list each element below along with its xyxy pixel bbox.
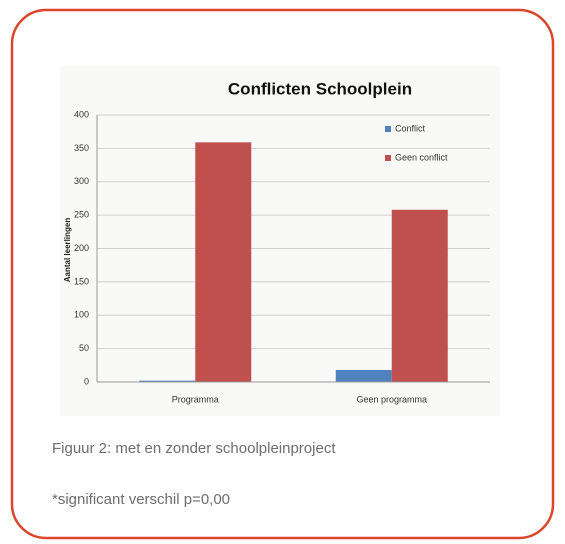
y-tick-label: 250 <box>74 210 89 220</box>
y-tick-label: 350 <box>74 143 89 153</box>
bar <box>195 142 252 382</box>
caption: Figuur 2: met en zonder schoolpleinproje… <box>52 440 336 457</box>
x-tick-label: Geen programma <box>356 394 427 404</box>
legend-label: Conflict <box>395 123 426 133</box>
y-tick-label: 300 <box>74 176 89 186</box>
y-tick-label: 400 <box>74 109 89 119</box>
legend-swatch <box>385 126 391 132</box>
y-tick-label: 200 <box>74 243 89 253</box>
y-tick-label: 50 <box>79 343 89 353</box>
chart-title: Conflicten Schoolplein <box>228 79 412 98</box>
note: *significant verschil p=0,00 <box>52 491 230 508</box>
legend-swatch <box>385 155 391 161</box>
y-tick-label: 0 <box>84 376 89 386</box>
x-tick-label: Programma <box>172 394 219 404</box>
bar <box>391 209 448 382</box>
y-tick-label: 100 <box>74 310 89 320</box>
bar <box>335 369 392 382</box>
legend-label: Geen conflict <box>395 152 448 162</box>
bar <box>139 380 196 382</box>
y-axis-label: Aantal leerlingen <box>63 218 72 283</box>
y-tick-label: 150 <box>74 276 89 286</box>
